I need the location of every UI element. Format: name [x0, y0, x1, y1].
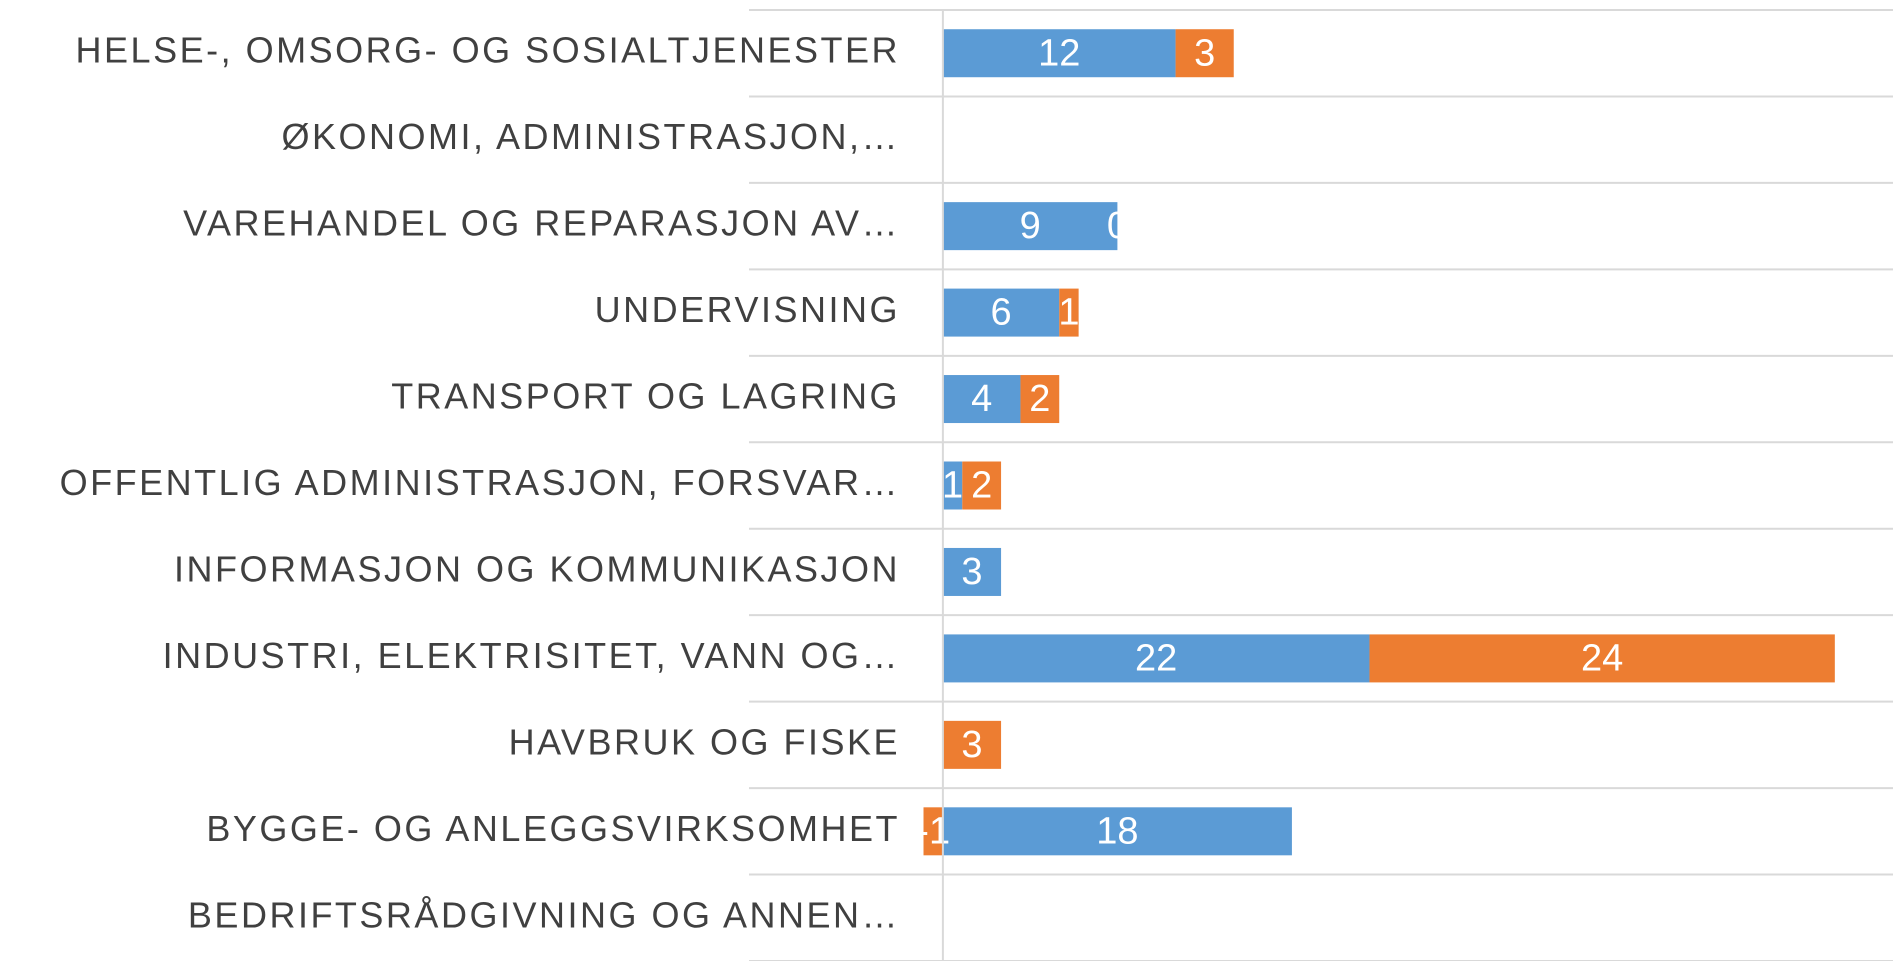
bar-segment: [942, 202, 1118, 251]
data-label: 1: [942, 465, 963, 507]
category-label: HELSE-, OMSORG- OG SOSIALTJENESTER: [76, 30, 900, 71]
bar-segment: [942, 634, 1370, 683]
bar-segment: [942, 547, 1002, 596]
bar-segment: [942, 807, 1292, 856]
data-label: 3: [961, 551, 982, 593]
bar-segment: [1020, 375, 1060, 424]
bar-segment: [1059, 288, 1079, 337]
data-label: 3: [961, 724, 982, 766]
data-label: 9: [1020, 205, 1041, 247]
bar-segment: [1175, 29, 1234, 78]
data-label: 2: [971, 465, 992, 507]
data-label: 12: [1038, 32, 1080, 74]
data-label: 1: [1058, 292, 1079, 334]
category-label: OFFENTLIG ADMINISTRASJON, FORSVAR…: [60, 462, 900, 503]
bar-segment: [942, 461, 963, 510]
bar-segment: [942, 720, 1002, 769]
category-label: INFORMASJON OG KOMMUNIKASJON: [174, 548, 900, 589]
category-label: BEDRIFTSRÅDGIVNING OG ANNEN…: [188, 894, 900, 935]
data-label: 6: [990, 292, 1011, 334]
data-label: -1: [916, 810, 950, 852]
category-label: INDUSTRI, ELEKTRISITET, VANN OG…: [163, 635, 900, 676]
bar-segment: [923, 807, 943, 856]
bar-segment: [962, 461, 1002, 510]
category-label: VAREHANDEL OG REPARASJON AV…: [183, 203, 900, 244]
data-label: 4: [971, 378, 992, 420]
category-label: ØKONOMI, ADMINISTRASJON,…: [281, 116, 900, 157]
bar-segment: [942, 288, 1060, 337]
category-label: TRANSPORT OG LAGRING: [391, 376, 900, 417]
bar-segment: [1369, 634, 1835, 683]
data-label: 24: [1581, 637, 1623, 679]
data-label: 3: [1194, 32, 1215, 74]
data-label: 2: [1029, 378, 1050, 420]
bar-segment: [942, 375, 1021, 424]
data-label: 0: [1107, 205, 1128, 247]
data-label: 18: [1096, 810, 1138, 852]
category-label: BYGGE- OG ANLEGGSVIRKSOMHET: [206, 808, 900, 849]
data-label: 22: [1135, 637, 1177, 679]
bar-segment: [942, 29, 1176, 78]
category-label: UNDERVISNING: [595, 289, 900, 330]
category-label: HAVBRUK OG FISKE: [509, 721, 900, 762]
